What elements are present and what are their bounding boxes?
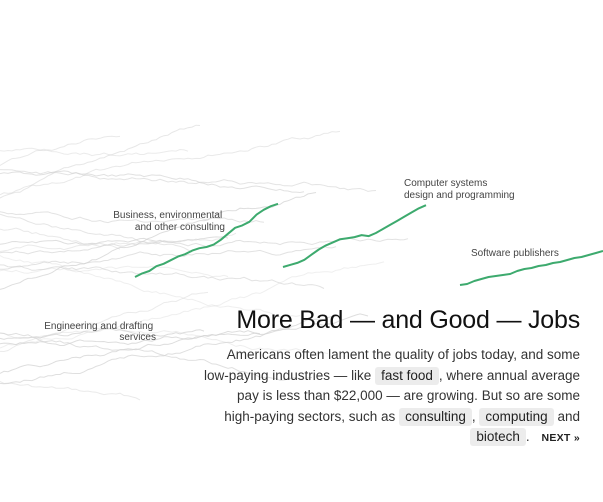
story-paragraph: Americans often lament the quality of jo… xyxy=(170,345,580,449)
background-series-line xyxy=(0,327,205,340)
next-button[interactable]: NEXT » xyxy=(541,432,580,444)
story-line-1: Americans often lament the quality of jo… xyxy=(226,347,580,362)
background-series-line xyxy=(0,261,385,349)
pill-computing[interactable]: computing xyxy=(479,407,554,426)
series-line-1 xyxy=(282,204,427,268)
background-series-line xyxy=(0,232,237,252)
story-line-2-start: low-paying industries — like xyxy=(204,367,372,383)
highlighted-series-group xyxy=(134,202,603,286)
background-series-line xyxy=(0,130,341,196)
background-series-line xyxy=(0,236,229,245)
background-series-line xyxy=(0,332,313,381)
background-series-line xyxy=(0,211,265,224)
background-series-line xyxy=(0,381,141,401)
label-business-consulting: Business, environmental and other consul… xyxy=(113,210,225,233)
story-line-3: pay is less than $22,000 — are growing. … xyxy=(237,388,580,403)
pill-fast-food[interactable]: fast food xyxy=(375,366,439,385)
background-series-line xyxy=(0,291,209,353)
background-series-line xyxy=(0,313,369,346)
background-series-line xyxy=(0,316,333,385)
background-series-line xyxy=(0,124,201,199)
label-engineering-drafting: Engineering and drafting services xyxy=(44,321,156,343)
pill-biotech[interactable]: biotech xyxy=(470,428,526,446)
background-series-line xyxy=(0,264,325,289)
background-series-line xyxy=(0,227,121,250)
background-series-line xyxy=(0,147,189,157)
background-series-line xyxy=(0,169,377,192)
background-series-line xyxy=(0,192,317,290)
story-panel: More Bad — and Good — Jobs Americans oft… xyxy=(170,306,580,449)
and-word: and xyxy=(557,408,580,424)
background-series-line xyxy=(0,245,337,270)
background-series-line xyxy=(0,135,121,166)
background-series-line xyxy=(0,265,229,278)
label-software-publishers: Software publishers xyxy=(471,248,559,259)
page-title: More Bad — and Good — Jobs xyxy=(236,306,580,334)
label-computer-systems: Computer systems design and programming xyxy=(404,178,515,201)
background-series-line xyxy=(0,213,193,253)
pill-consulting[interactable]: consulting xyxy=(399,407,472,426)
series-line-2 xyxy=(459,250,603,286)
background-series-group xyxy=(0,124,409,401)
story-line-2-end: , where annual average xyxy=(438,367,580,383)
comma-separator: , xyxy=(471,408,476,424)
series-line-0 xyxy=(134,202,279,278)
background-series-line xyxy=(0,170,305,194)
period: . xyxy=(525,429,530,444)
background-series-line xyxy=(0,255,301,318)
story-line-4-start: high-paying sectors, such as xyxy=(224,408,396,424)
background-series-line xyxy=(0,327,329,355)
